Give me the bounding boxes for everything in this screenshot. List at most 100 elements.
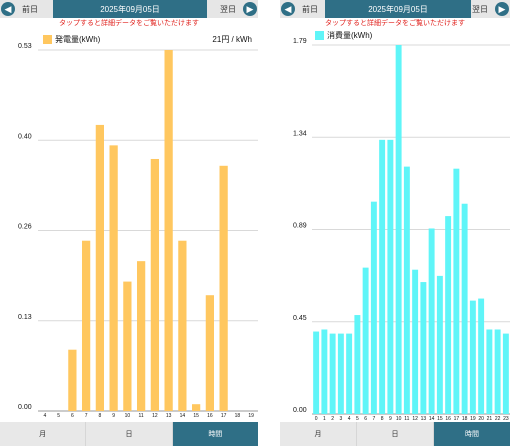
x-tick-label: 4 (348, 416, 351, 422)
bar-8[interactable] (95, 124, 104, 411)
prev-day-label: 前日 (302, 4, 318, 14)
x-tick-label: 7 (85, 413, 88, 419)
x-tick-label: 17 (454, 416, 460, 422)
next-day-button[interactable]: 翌日 ▶ (220, 0, 257, 18)
x-tick-label: 20 (478, 416, 484, 422)
y-tick-label: 0.26 (18, 224, 32, 231)
period-tabs: 月 日 時間 (280, 422, 510, 446)
y-tick-label: 1.79 (293, 38, 307, 45)
bar-22[interactable] (494, 329, 501, 414)
x-tick-label: 8 (98, 413, 101, 419)
x-tick-label: 12 (412, 416, 418, 422)
x-tick-label: 0 (315, 416, 318, 422)
tab-month[interactable]: 月 (0, 422, 87, 446)
x-tick-label: 18 (235, 413, 241, 419)
x-tick-label: 14 (429, 416, 435, 422)
bar-15[interactable] (192, 404, 201, 411)
bar-7[interactable] (82, 240, 91, 411)
bar-6[interactable] (68, 349, 77, 411)
date-nav-bar: ◀ 前日 2025年09月05日 翌日 ▶ (0, 0, 258, 18)
bar-3[interactable] (337, 333, 344, 414)
x-tick-label: 5 (356, 416, 359, 422)
prev-day-button[interactable]: ◀ 前日 (281, 0, 318, 18)
bar-11[interactable] (137, 261, 146, 411)
bar-17[interactable] (219, 165, 228, 411)
tap-hint: タップすると詳細データをご覧いただけます (325, 20, 465, 27)
period-tabs: 月 日 時間 (0, 422, 258, 446)
bar-23[interactable] (502, 333, 509, 414)
tap-hint: タップすると詳細データをご覧いただけます (59, 20, 199, 27)
tab-day[interactable]: 日 (357, 422, 434, 446)
bar-21[interactable] (486, 329, 493, 414)
bar-9[interactable] (387, 139, 394, 414)
x-tick-label: 1 (323, 416, 326, 422)
consumption-panel: ◀ 前日 2025年09月05日 翌日 ▶ タップすると詳細データをご覧いただけ… (280, 0, 510, 446)
prev-day-button[interactable]: ◀ 前日 (1, 0, 38, 18)
y-tick-label: 0.45 (293, 315, 307, 322)
arrow-left-icon: ◀ (281, 2, 295, 16)
bar-13[interactable] (164, 50, 173, 411)
x-tick-label: 6 (71, 413, 74, 419)
bar-5[interactable] (354, 315, 361, 414)
next-day-button[interactable]: 翌日 ▶ (472, 0, 509, 18)
bar-20[interactable] (478, 298, 485, 414)
x-tick-label: 5 (57, 413, 60, 419)
x-tick-label: 14 (180, 413, 186, 419)
x-tick-label: 8 (381, 416, 384, 422)
y-tick-label: 0.53 (18, 43, 32, 50)
bar-9[interactable] (109, 145, 118, 411)
bar-8[interactable] (379, 139, 386, 414)
x-tick-label: 23 (503, 416, 509, 422)
bar-1[interactable] (321, 329, 328, 414)
bar-16[interactable] (205, 295, 214, 411)
next-day-label: 翌日 (220, 4, 236, 14)
tab-month[interactable]: 月 (280, 422, 357, 446)
x-tick-label: 13 (166, 413, 172, 419)
x-tick-label: 3 (339, 416, 342, 422)
bar-10[interactable] (395, 45, 402, 414)
bar-19[interactable] (469, 300, 476, 414)
bar-7[interactable] (370, 201, 377, 414)
tab-hour[interactable]: 時間 (172, 422, 258, 446)
generation-panel: ◀ 前日 2025年09月05日 翌日 ▶ タップすると詳細データをご覧いただけ… (0, 0, 258, 446)
prev-day-label: 前日 (22, 4, 38, 14)
bar-12[interactable] (150, 158, 159, 411)
x-tick-label: 6 (364, 416, 367, 422)
bar-2[interactable] (329, 333, 336, 414)
date-nav-bar: ◀ 前日 2025年09月05日 翌日 ▶ (280, 0, 510, 18)
bar-4[interactable] (346, 333, 353, 414)
x-tick-label: 16 (207, 413, 213, 419)
unit-price: 21円 / kWh (212, 35, 252, 44)
bar-12[interactable] (412, 269, 419, 414)
bar-10[interactable] (123, 281, 132, 411)
arrow-right-icon: ▶ (243, 2, 257, 16)
chart-legend: 消費量(kWh) (315, 30, 372, 41)
consumption-bar-chart[interactable]: 0.000.450.891.341.790 1 2 3 4 5 6 7 8 9 10 11 12 13 14… (280, 0, 510, 446)
bar-14[interactable] (178, 240, 187, 411)
tab-hour[interactable]: 時間 (434, 422, 510, 446)
bar-14[interactable] (428, 228, 435, 414)
bar-13[interactable] (420, 282, 427, 414)
bar-18[interactable] (461, 203, 468, 414)
x-tick-label: 11 (139, 413, 144, 419)
y-tick-label: 0.40 (18, 133, 32, 140)
legend-swatch (43, 35, 52, 44)
next-day-label: 翌日 (472, 4, 488, 14)
bar-17[interactable] (453, 168, 460, 414)
x-tick-label: 22 (495, 416, 501, 422)
y-tick-label: 1.34 (293, 130, 307, 137)
legend-swatch (315, 31, 324, 40)
x-tick-label: 16 (445, 416, 451, 422)
tab-day[interactable]: 日 (86, 422, 173, 446)
x-tick-label: 13 (421, 416, 427, 422)
x-tick-label: 11 (404, 416, 409, 422)
bar-11[interactable] (403, 166, 410, 414)
generation-bar-chart[interactable]: 0.00 0.13 0.26 0.40 0.53 4 5 6 7 8 9 10 11 12 13 14 15 16… (0, 0, 258, 446)
bar-16[interactable] (445, 216, 452, 414)
bar-0[interactable] (313, 331, 320, 414)
bar-6[interactable] (362, 267, 369, 414)
x-tick-label: 19 (470, 416, 476, 422)
x-tick-label: 15 (193, 413, 199, 419)
x-tick-label: 12 (152, 413, 158, 419)
bar-15[interactable] (436, 275, 443, 414)
